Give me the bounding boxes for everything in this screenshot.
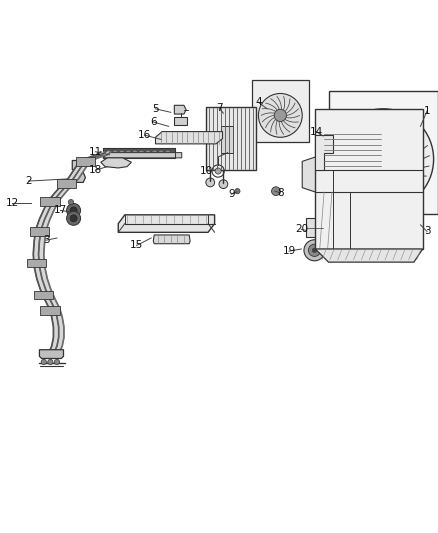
Circle shape [165,150,171,156]
Text: 3: 3 [424,227,431,237]
Polygon shape [315,109,423,249]
Polygon shape [315,135,333,170]
Circle shape [312,248,317,253]
Text: 5: 5 [152,104,159,114]
Text: 19: 19 [283,246,296,256]
Bar [40,197,60,206]
Polygon shape [315,249,423,262]
Text: 18: 18 [89,165,102,175]
Polygon shape [153,235,190,244]
Text: 15: 15 [130,240,143,251]
Polygon shape [39,350,64,359]
Polygon shape [302,157,315,192]
Circle shape [132,150,138,156]
Polygon shape [72,160,85,171]
Polygon shape [103,152,182,158]
Circle shape [219,180,228,189]
Circle shape [68,199,74,205]
Polygon shape [155,132,223,144]
Text: 2: 2 [25,176,32,186]
Polygon shape [33,152,111,352]
Bar [30,227,49,236]
Text: 10: 10 [200,166,213,176]
Circle shape [274,109,286,122]
Circle shape [333,109,434,209]
Circle shape [70,207,77,214]
Circle shape [112,150,118,156]
Bar [57,179,76,188]
Circle shape [304,240,325,261]
Circle shape [106,150,112,156]
Bar [328,91,438,214]
Text: 3: 3 [42,235,49,245]
Circle shape [376,152,390,166]
Circle shape [138,150,145,156]
Text: 8: 8 [277,188,284,198]
Circle shape [308,244,321,256]
Circle shape [119,150,125,156]
Text: 4: 4 [255,97,262,107]
Circle shape [158,150,164,156]
Text: 11: 11 [89,147,102,157]
Text: 20: 20 [295,224,308,235]
Text: 12: 12 [6,198,19,208]
Circle shape [74,162,81,169]
Bar [40,306,60,314]
Circle shape [125,150,131,156]
Bar [252,80,309,142]
Text: 17: 17 [54,205,67,215]
Text: 9: 9 [228,189,235,199]
Bar [306,219,324,237]
Circle shape [41,359,46,365]
Polygon shape [118,215,215,232]
Circle shape [258,93,302,138]
Bar [34,290,53,300]
Circle shape [54,359,60,365]
Polygon shape [72,172,85,182]
Text: 14: 14 [310,127,323,136]
Circle shape [152,150,158,156]
Circle shape [67,211,81,225]
Circle shape [369,145,397,173]
Polygon shape [174,117,187,125]
Circle shape [67,204,81,217]
Circle shape [145,150,151,156]
Circle shape [272,187,280,196]
Text: 1: 1 [424,106,431,116]
Circle shape [206,178,215,187]
Circle shape [215,168,221,174]
Bar [206,107,256,170]
Circle shape [74,174,81,181]
Text: 7: 7 [215,103,223,113]
Circle shape [48,359,53,365]
Polygon shape [174,106,186,114]
Polygon shape [101,158,131,168]
Bar [221,126,233,152]
Bar [76,157,95,166]
Bar [103,148,175,158]
Text: 6: 6 [150,117,157,127]
Circle shape [70,215,77,222]
Text: 16: 16 [138,130,151,140]
Bar [27,259,46,268]
Circle shape [235,189,240,194]
